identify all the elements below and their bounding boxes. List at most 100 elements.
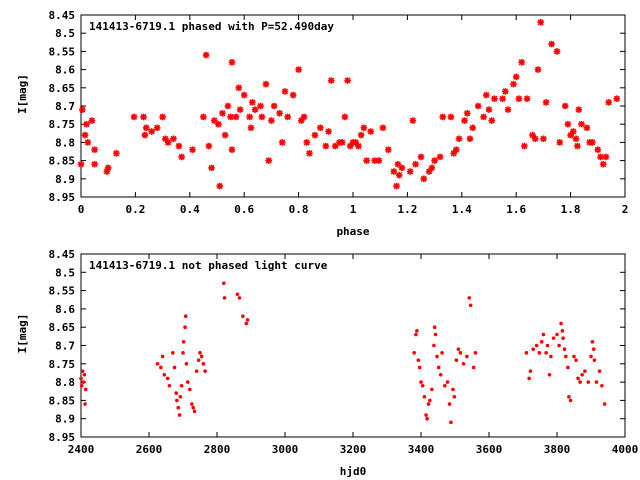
data-point: [159, 113, 166, 121]
data-point: [436, 365, 441, 370]
data-point: [559, 321, 563, 326]
y-tick-label: 8.9: [55, 413, 75, 426]
y-tick-label: 8.45: [49, 248, 76, 261]
data-point: [556, 139, 564, 146]
data-point: [289, 91, 297, 99]
data-point: [228, 59, 236, 66]
data-point: [295, 66, 302, 73]
data-point: [594, 380, 599, 384]
data-point: [184, 362, 189, 366]
data-point: [141, 131, 149, 139]
data-point: [153, 124, 161, 132]
y-tick-label: 8.6: [55, 303, 75, 316]
data-point: [512, 73, 520, 81]
data-point: [178, 153, 185, 161]
y-tick-label: 8.95: [49, 431, 76, 444]
data-point: [528, 369, 533, 373]
data-point: [415, 329, 419, 333]
data-point: [443, 383, 447, 388]
data-point: [190, 402, 194, 406]
y-tick-label: 8.85: [49, 394, 76, 407]
data-point: [599, 160, 607, 168]
tick-marks: [80, 14, 626, 198]
data-point: [140, 113, 147, 121]
x-tick-label: 1.2: [397, 203, 417, 216]
data-point: [205, 142, 213, 150]
data-point: [170, 135, 177, 143]
data-point: [88, 117, 96, 124]
data-point: [567, 394, 571, 399]
data-point: [602, 153, 610, 161]
y-tick-label: 8.7: [55, 100, 75, 113]
data-point: [560, 329, 565, 333]
data-point: [456, 347, 461, 351]
y-tick-label: 8.8: [55, 376, 75, 389]
data-point: [527, 376, 531, 381]
data-point: [240, 91, 248, 99]
y-tick-label: 8.45: [49, 9, 76, 22]
data-point: [440, 351, 444, 355]
data-point: [215, 120, 222, 128]
data-point: [228, 146, 236, 153]
data-point: [454, 358, 459, 362]
data-point: [515, 95, 523, 103]
data-point: [458, 351, 463, 355]
data-point: [461, 117, 468, 124]
data-point: [551, 336, 556, 340]
data-point: [474, 102, 482, 110]
data-point: [258, 113, 266, 121]
x-tick-label: 3800: [544, 443, 571, 456]
data-point: [447, 113, 455, 121]
data-point: [557, 343, 561, 348]
data-point: [363, 157, 370, 164]
data-point: [379, 124, 387, 132]
data-point: [597, 369, 602, 373]
x-tick-label: 2600: [136, 443, 163, 456]
data-point: [79, 376, 83, 381]
data-point: [466, 135, 474, 143]
data-point: [529, 131, 536, 139]
data-point: [453, 146, 460, 153]
y-axis-label: I[mag]: [16, 314, 29, 354]
data-point: [473, 351, 478, 355]
data-point: [325, 128, 332, 135]
data-point: [568, 398, 573, 403]
data-point: [549, 354, 553, 359]
data-point: [586, 380, 591, 384]
data-point: [566, 365, 570, 370]
plot-frame: [80, 14, 626, 198]
data-point: [245, 318, 250, 322]
data-point: [422, 394, 427, 399]
data-point: [539, 340, 544, 344]
data-point: [395, 171, 403, 179]
data-point: [81, 380, 86, 384]
data-point: [167, 383, 172, 388]
data-point: [360, 124, 368, 132]
data-point: [241, 314, 245, 319]
x-tick-label: 2: [622, 203, 629, 216]
data-point: [251, 106, 259, 113]
data-point: [417, 153, 425, 161]
phased-light-curve-panel: 141413-6719.1 phased with P=52.490day ph…: [16, 9, 628, 238]
data-point: [188, 387, 192, 392]
data-point: [542, 99, 550, 106]
data-point: [249, 99, 256, 106]
data-point: [178, 394, 183, 399]
data-point: [576, 376, 580, 381]
data-point: [564, 354, 568, 359]
data-point: [499, 95, 506, 103]
data-point: [83, 402, 87, 406]
data-point: [247, 124, 255, 132]
data-point: [451, 387, 455, 392]
data-point: [414, 332, 418, 337]
data-point: [600, 383, 604, 388]
y-tick-label: 8.9: [55, 173, 75, 186]
data-point: [523, 95, 531, 103]
data-point: [531, 135, 539, 143]
data-point: [491, 95, 498, 103]
x-tick-label: 0: [78, 203, 85, 216]
data-point: [104, 164, 112, 172]
x-tick-label: 1.6: [506, 203, 526, 216]
data-point: [419, 380, 423, 384]
